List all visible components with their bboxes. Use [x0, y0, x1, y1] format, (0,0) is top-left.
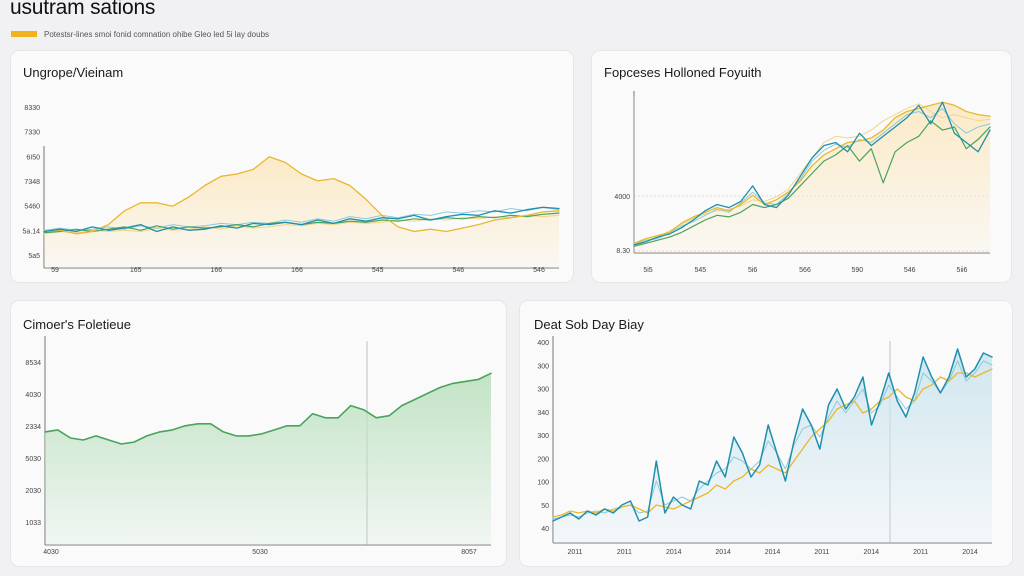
chart-1-y-tick: 5460: [24, 204, 40, 211]
chart-3-x-tick: 4030: [43, 549, 59, 556]
chart-3-series-green: [44, 372, 492, 445]
chart-4-y-tick: 340: [537, 410, 549, 417]
chart-1-series-yellow: [43, 156, 560, 235]
chart-1-title: Ungrope/Vieinam: [23, 65, 124, 80]
chart-3-x-tick: 5030: [252, 549, 268, 556]
chart-2-x-tick: 5i6: [748, 267, 757, 274]
page-subtitle: Potestsr-lines smoi fonid comnation ohib…: [44, 30, 270, 39]
chart-2-y-tick: 4000: [614, 194, 630, 201]
chart-3-y-tick: 5030: [25, 456, 41, 463]
chart-1-series-teal: [43, 206, 560, 233]
chart-2-series-green: [633, 120, 991, 247]
chart-2-title: Fopceses Holloned Foyuith: [604, 65, 762, 80]
chart-1-y-tick: 5a.14: [22, 228, 40, 235]
chart-3-y-tick: 1033: [25, 520, 41, 527]
chart-panel-3: Cimoer's Foletieue 8534 4030 2334 5030 2030 1…: [11, 301, 506, 566]
chart-1-y-tick: 7330: [24, 130, 40, 137]
chart-4-y-tick: 40: [541, 526, 549, 533]
chart-2-x-tick: 5ii6: [957, 267, 968, 274]
chart-1-x-tick: 165: [130, 267, 142, 274]
chart-1-x-tick: 59: [51, 267, 59, 274]
title-accent-bar: [11, 31, 37, 37]
chart-4-plot: 400 300 300 340 300 200 100 50 40 2011 2011 2014 201…: [537, 336, 993, 556]
chart-4-x-tick: 2014: [765, 549, 781, 556]
chart-1-y-tick: 8330: [24, 105, 40, 112]
chart-1-series-light-yellow: [43, 214, 560, 235]
chart-4-x-tick: 2014: [962, 549, 978, 556]
chart-1-x-tick: 545: [372, 267, 384, 274]
chart-4-x-tick: 2014: [863, 549, 879, 556]
chart-2-series-light-teal: [633, 107, 991, 244]
chart-4-x-tick: 2011: [814, 549, 829, 556]
chart-2-x-tick: 566: [799, 267, 811, 274]
chart-1-area-fill: [44, 156, 559, 268]
chart-panel-2: Fopceses Holloned Foyuith 4000 8.30 5i5 545…: [592, 51, 1011, 282]
chart-4-y-tick: 300: [537, 363, 549, 370]
chart-1-x-tick: 166: [291, 267, 303, 274]
chart-2-series-teal: [633, 101, 991, 246]
chart-4-x-tick: 2011: [913, 549, 928, 556]
chart-4-y-tick: 400: [537, 340, 549, 347]
chart-2-x-tick: 5i5: [643, 267, 652, 274]
chart-2-series-yellow: [633, 101, 991, 244]
chart-4-y-tick: 300: [537, 387, 549, 394]
chart-panel-4: Deat Sob Day Biay 400 300 300 340 300 200 100 5…: [520, 301, 1012, 566]
chart-3-title: Cimoer's Foletieue: [23, 317, 131, 332]
chart-4-series-yellow: [552, 368, 993, 518]
chart-4-title: Deat Sob Day Biay: [534, 317, 644, 332]
chart-4-x-tick: 2014: [666, 549, 682, 556]
chart-3-x-tick: 8057: [461, 549, 477, 556]
chart-2-plot: 4000 8.30 5i5 545 5i6 566 590 546 5ii6: [614, 91, 991, 274]
chart-4-y-tick: 300: [537, 433, 549, 440]
chart-2-x-tick: 545: [694, 267, 706, 274]
chart-4-y-tick: 50: [541, 503, 549, 510]
chart-4-x-tick: 2011: [617, 549, 632, 556]
chart-2-area-fill: [634, 102, 990, 253]
chart-1-x-tick: 166: [210, 267, 222, 274]
page-title: usutram sations: [10, 0, 156, 19]
chart-4-y-tick: 200: [537, 456, 549, 463]
chart-3-y-tick: 4030: [25, 392, 41, 399]
chart-1-x-tick: 546: [533, 267, 545, 274]
chart-2-x-tick: 546: [904, 267, 916, 274]
chart-3-y-tick: 2334: [25, 424, 41, 431]
chart-3-y-tick: 8534: [25, 360, 41, 367]
chart-4-series-teal: [552, 348, 993, 522]
chart-4-area-fill: [553, 349, 992, 543]
chart-1-y-tick: 7348: [24, 179, 40, 186]
chart-2-x-tick: 590: [851, 267, 863, 274]
chart-1-y-tick: 5a5: [28, 253, 40, 260]
chart-2-y-tick: 8.30: [616, 248, 630, 255]
chart-4-y-tick: 100: [537, 480, 549, 487]
chart-1-y-tick: 6I50: [26, 154, 40, 161]
chart-1-plot: 8330 7330 6I50 7348 5460 5a.14 5a5 59 165 166 166 5…: [22, 105, 560, 274]
chart-4-x-tick: 2014: [715, 549, 731, 556]
chart-3-plot: 8534 4030 2334 5030 2030 1033 4030 5030 8057: [25, 336, 492, 556]
chart-4-x-tick: 2011: [567, 549, 582, 556]
chart-1-x-tick: 546: [452, 267, 464, 274]
chart-3-area-fill: [45, 373, 491, 545]
chart-3-y-tick: 2030: [25, 488, 41, 495]
chart-panel-1: Ungrope/Vieinam 8330 7330 6I50 7348 5460 5a.1…: [11, 51, 573, 282]
